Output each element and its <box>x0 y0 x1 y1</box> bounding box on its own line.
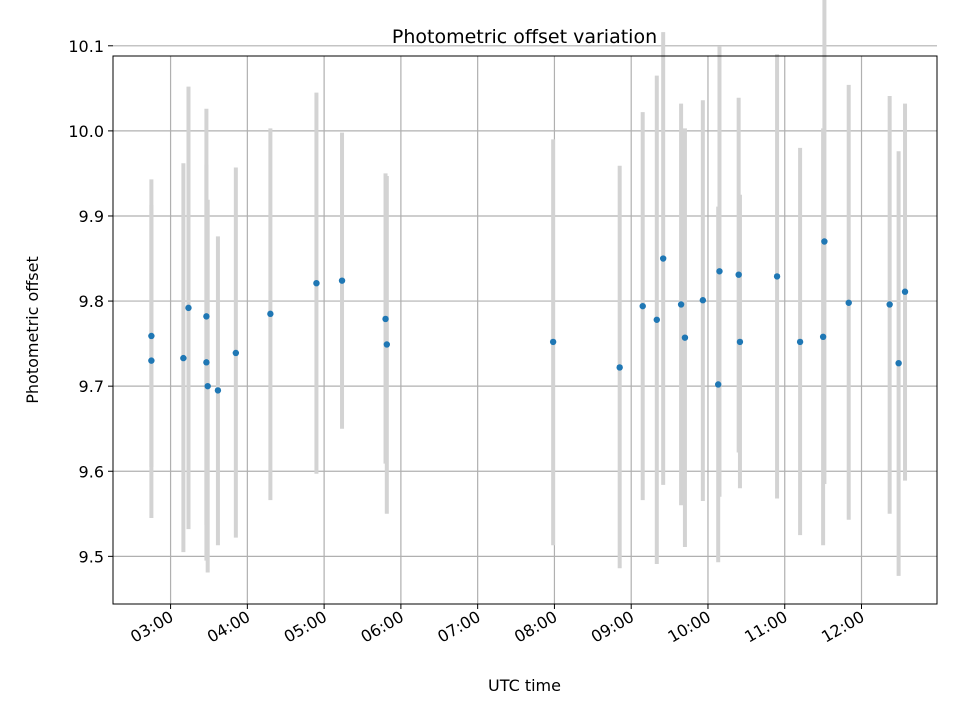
data-point <box>383 341 391 348</box>
data-point <box>845 299 852 306</box>
y-tick-label: 10.0 <box>68 122 104 141</box>
data-point <box>148 332 155 340</box>
data-point <box>203 313 210 320</box>
data-point <box>148 357 155 364</box>
data-point <box>716 268 723 275</box>
x-axis-title: UTC time <box>488 676 561 695</box>
data-point <box>681 334 689 341</box>
data-point <box>735 271 742 278</box>
data-point <box>819 333 827 341</box>
data-point <box>382 315 389 323</box>
y-axis-title: Photometric offset <box>23 256 42 404</box>
data-point <box>549 338 557 346</box>
data-point <box>313 279 320 287</box>
data-point <box>232 349 240 357</box>
data-point <box>616 364 623 371</box>
y-tick-label: 9.6 <box>79 462 104 481</box>
plot-frame <box>112 55 938 605</box>
chart-title: Photometric offset variation <box>392 26 657 48</box>
data-point <box>699 297 707 304</box>
data-point <box>736 338 744 346</box>
data-point <box>185 304 192 312</box>
data-point <box>180 354 187 362</box>
data-point <box>203 359 210 366</box>
data-point <box>214 387 222 394</box>
data-point <box>821 238 828 245</box>
y-tick-label: 9.8 <box>79 292 104 311</box>
data-point <box>659 255 667 262</box>
y-tick-label: 10.1 <box>68 37 104 56</box>
data-point <box>267 310 274 318</box>
y-tick-label: 9.9 <box>79 207 104 226</box>
data-point <box>653 316 660 323</box>
data-point <box>796 338 804 346</box>
y-axis-ticks: 9.5 9.6 9.7 9.8 9.9 10.0 10.1 <box>68 37 113 566</box>
data-point <box>204 382 211 390</box>
data-point <box>901 288 909 295</box>
data-point <box>677 301 685 308</box>
data-point <box>886 301 893 308</box>
y-tick-label: 9.7 <box>79 377 104 396</box>
data-point <box>895 359 902 367</box>
point-layer <box>148 238 909 394</box>
data-point <box>338 277 346 284</box>
data-point <box>639 302 646 310</box>
y-tick-label: 9.5 <box>79 547 104 566</box>
data-point <box>715 381 722 388</box>
data-point <box>773 273 781 280</box>
